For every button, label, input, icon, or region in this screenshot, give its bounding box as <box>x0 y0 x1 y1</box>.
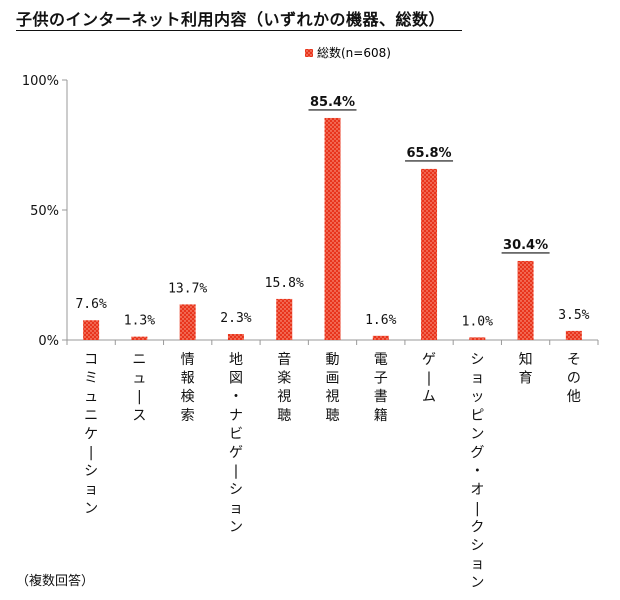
legend-label: 総数(n=608) <box>317 45 391 60</box>
category-label: ニュ|ス <box>132 352 146 424</box>
bar <box>131 336 148 340</box>
category-label: 電子書籍 <box>374 352 388 424</box>
category-label: ショッピング・オ|クション <box>470 352 484 591</box>
bar <box>517 260 534 340</box>
data-label: 3.5% <box>558 308 589 323</box>
bar <box>227 334 244 340</box>
bar <box>324 117 341 341</box>
data-label: 15.8% <box>265 276 304 291</box>
title-underline <box>16 30 462 31</box>
data-label: 1.6% <box>365 313 396 328</box>
bar <box>276 298 293 340</box>
category-label: 音楽視聴 <box>277 351 291 424</box>
data-label: 1.3% <box>124 314 155 329</box>
bar <box>372 335 389 340</box>
legend: 総数(n=608) <box>305 45 391 60</box>
data-label: 7.6% <box>75 297 106 312</box>
data-label: 1.0% <box>462 314 493 329</box>
y-tick-label: 100% <box>22 74 59 89</box>
category-label: 情報検索 <box>181 352 195 424</box>
category-label: コミュニケ|ション <box>84 352 98 517</box>
y-tick-label: 50% <box>30 204 59 219</box>
data-label: 65.8% <box>406 146 451 161</box>
bar <box>565 330 582 340</box>
category-label: 地図・ナビゲ|ション <box>229 352 243 535</box>
bar <box>469 337 486 340</box>
category-label: ゲ|ム <box>422 352 436 405</box>
y-tick-label: 0% <box>38 334 59 349</box>
category-label: その他 <box>567 352 581 405</box>
bar <box>83 320 100 340</box>
category-label: 知育 <box>519 351 533 387</box>
bar <box>421 168 438 340</box>
chart-title: 子供のインターネット利用内容（いずれかの機器、総数） <box>16 10 446 29</box>
data-label: 13.7% <box>168 281 207 296</box>
bar <box>179 304 196 340</box>
data-label: 2.3% <box>220 311 251 326</box>
data-label: 30.4% <box>503 238 548 253</box>
category-label: 動画視聴 <box>326 352 340 424</box>
legend-swatch <box>305 49 313 57</box>
data-label: 85.4% <box>310 95 355 110</box>
footnote: （複数回答） <box>16 574 95 589</box>
